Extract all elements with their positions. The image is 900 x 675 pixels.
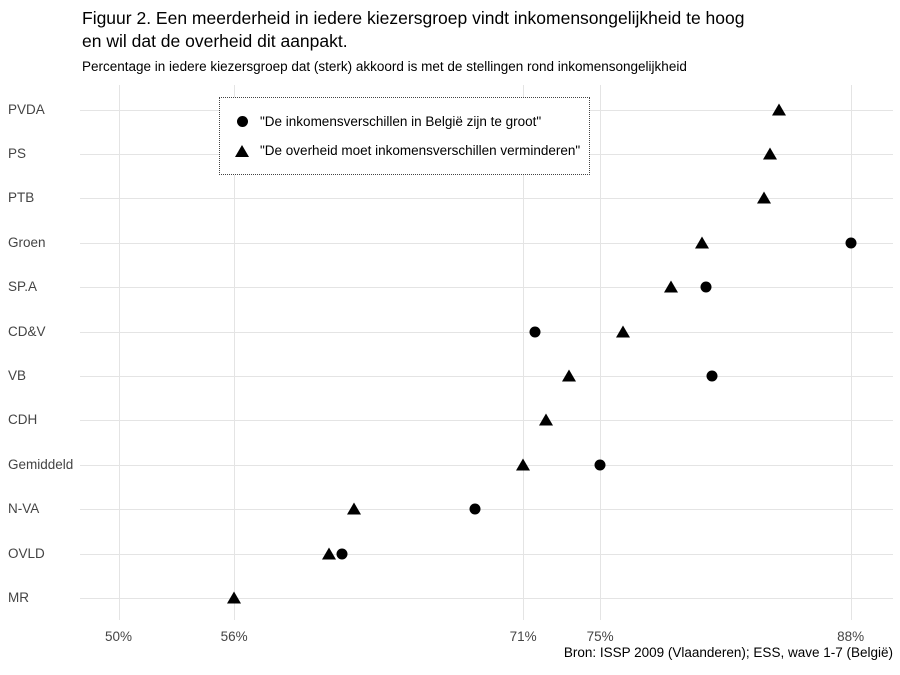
gridline-vertical (118, 85, 120, 620)
marker-triangle-groen (695, 236, 710, 249)
marker-circle-n-va (469, 503, 481, 515)
y-axis-label-gemiddeld: Gemiddeld (8, 456, 74, 472)
marker-circle-ovld (336, 548, 348, 560)
gridline-horizontal (80, 553, 893, 555)
marker-circle-sp.a (700, 281, 712, 293)
y-axis-label-vb: VB (8, 368, 27, 384)
gridline-vertical (523, 85, 525, 620)
gridline-horizontal (80, 376, 893, 378)
gridline-horizontal (80, 509, 893, 511)
gridline-horizontal (80, 331, 893, 333)
gridline-horizontal (80, 598, 893, 600)
y-axis-label-cdh: CDH (8, 412, 38, 428)
legend-item-label: "De overheid moet inkomensverschillen ve… (260, 143, 581, 158)
figure-title-line1: Figuur 2. Een meerderheid in iedere kiez… (82, 8, 745, 28)
y-axis-label-mr: MR (8, 590, 29, 606)
marker-triangle-n-va (346, 502, 361, 515)
marker-triangle-cdh (539, 413, 554, 426)
x-axis-tick-label: 75% (586, 629, 614, 644)
legend-item-triangle: "De overheid moet inkomensverschillen ve… (232, 142, 589, 160)
y-axis-label-ovld: OVLD (8, 545, 45, 561)
marker-triangle-cd&v (616, 325, 631, 338)
figure-subtitle: Percentage in iedere kiezersgroep dat (s… (82, 59, 687, 74)
marker-circle-cd&v (529, 326, 541, 338)
y-axis-label-pvda: PVDA (8, 101, 45, 117)
marker-triangle-ovld (321, 547, 336, 560)
y-axis-label-cd&v: CD&V (8, 323, 46, 339)
legend-item-circle: "De inkomensverschillen in België zijn t… (232, 113, 589, 131)
marker-circle-vb (706, 370, 718, 382)
gridline-vertical (850, 85, 852, 620)
marker-triangle-ps (762, 147, 777, 160)
x-axis-tick-label: 56% (220, 629, 248, 644)
marker-circle-gemiddeld (594, 459, 606, 471)
gridline-vertical (600, 85, 602, 620)
marker-triangle-pvda (772, 103, 787, 116)
figure-title-line2: en wil dat de overheid dit aanpakt. (82, 31, 348, 51)
source-caption: Bron: ISSP 2009 (Vlaanderen); ESS, wave … (563, 645, 893, 660)
legend-box: "De inkomensverschillen in België zijn t… (219, 97, 590, 175)
gridline-vertical (234, 85, 236, 620)
marker-circle-groen (845, 237, 857, 249)
figure-title: Figuur 2. Een meerderheid in iedere kiez… (82, 7, 882, 53)
marker-triangle-sp.a (664, 280, 679, 293)
y-axis-label-sp.a: SP.A (8, 279, 38, 295)
y-axis-label-n-va: N-VA (8, 501, 40, 517)
marker-triangle-vb (562, 369, 577, 382)
marker-triangle-gemiddeld (516, 458, 531, 471)
gridline-horizontal (80, 242, 893, 244)
y-axis-label-ptb: PTB (8, 190, 35, 206)
marker-triangle-ptb (756, 191, 771, 204)
gridline-horizontal (80, 287, 893, 289)
legend-item-label: "De inkomensverschillen in België zijn t… (260, 114, 542, 129)
x-axis-tick-label: 50% (105, 629, 133, 644)
legend-circle-icon (232, 116, 252, 127)
gridline-horizontal (80, 420, 893, 422)
marker-triangle-mr (227, 591, 242, 604)
y-axis-label-groen: Groen (8, 234, 46, 250)
gridline-horizontal (80, 464, 893, 466)
x-axis-tick-label: 88% (837, 629, 865, 644)
x-axis-tick-label: 71% (509, 629, 537, 644)
y-axis-label-ps: PS (8, 145, 27, 161)
legend-triangle-icon (232, 144, 252, 157)
gridline-horizontal (80, 198, 893, 200)
